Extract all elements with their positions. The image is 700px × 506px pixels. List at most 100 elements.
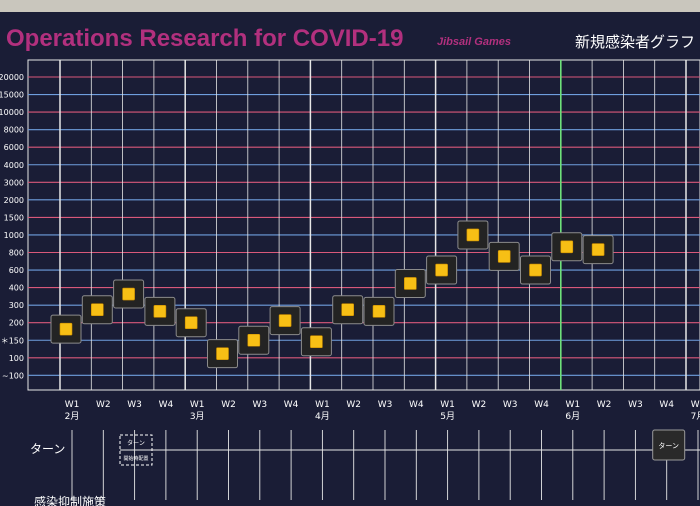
marker-cube[interactable]	[59, 322, 73, 336]
x-tick-week-label: W4	[659, 400, 674, 410]
y-tick-label: 6000	[4, 143, 24, 152]
y-tick-label: 600	[9, 266, 24, 275]
infection-marker[interactable]	[394, 268, 426, 298]
marker-cube[interactable]	[310, 335, 323, 349]
y-tick-label: 8000	[4, 126, 24, 135]
y-tick-label: 800	[9, 249, 24, 258]
y-tick-label: 1500	[4, 213, 24, 222]
marker-cube[interactable]	[529, 263, 542, 277]
infection-marker[interactable]	[426, 255, 458, 285]
x-tick-week-label: W4	[284, 400, 299, 410]
y-tick-label: ~100	[2, 371, 24, 380]
y-tick-label: 100	[9, 354, 24, 363]
y-tick-label: 3000	[4, 178, 24, 187]
x-tick-month-label: 4月	[315, 411, 330, 422]
x-tick-week-label: W1	[190, 400, 205, 410]
x-tick-week-label: W3	[628, 400, 643, 410]
marker-cube[interactable]	[403, 277, 417, 290]
turn-token-tile[interactable]	[652, 429, 686, 461]
infection-marker[interactable]	[488, 241, 520, 271]
x-tick-week-label: W3	[252, 400, 267, 410]
x-tick-week-label: W2	[597, 400, 612, 410]
infection-marker[interactable]	[113, 279, 145, 309]
x-tick-week-label: W1	[565, 400, 580, 410]
turn-start-slot-outline	[119, 434, 153, 466]
x-tick-week-label: W1	[315, 400, 330, 410]
infection-marker[interactable]	[363, 296, 395, 326]
x-tick-week-label: W3	[503, 400, 518, 410]
marker-cube[interactable]	[278, 314, 292, 327]
infection-marker[interactable]	[207, 339, 238, 369]
marker-cube[interactable]	[372, 305, 386, 318]
y-tick-label: 10000	[0, 108, 24, 117]
x-tick-week-label: W1	[65, 400, 80, 410]
y-tick-label: 15000	[0, 91, 24, 100]
marker-cube[interactable]	[122, 287, 135, 301]
x-tick-month-label: 5月	[440, 411, 455, 422]
turn-start-slot: ターン 開始時配置	[119, 434, 153, 466]
marker-cube[interactable]	[435, 263, 448, 277]
marker-cube[interactable]	[216, 347, 229, 360]
marker-cube[interactable]	[184, 316, 198, 330]
turn-start-slot-caption: 開始時配置	[123, 455, 148, 462]
x-tick-week-label: W3	[127, 400, 142, 410]
infection-marker[interactable]	[175, 308, 207, 338]
y-tick-label: ＊150	[1, 336, 24, 345]
y-tick-label: 400	[9, 284, 24, 293]
marker-cube[interactable]	[466, 228, 480, 242]
x-tick-week-label: W4	[159, 400, 174, 410]
x-tick-week-label: W2	[472, 400, 487, 410]
x-tick-month-label: 2月	[65, 411, 80, 422]
y-tick-label: 300	[9, 301, 24, 310]
x-tick-week-label: W4	[534, 400, 549, 410]
marker-cube[interactable]	[591, 243, 605, 256]
marker-cube[interactable]	[91, 303, 104, 317]
infection-marker[interactable]	[520, 255, 551, 285]
marker-cube[interactable]	[497, 250, 511, 263]
turn-token-label: ターン	[658, 441, 679, 450]
y-tick-label: 20000	[0, 73, 24, 82]
x-tick-month-label: 3月	[190, 411, 205, 422]
x-tick-week-label: W4	[409, 400, 424, 410]
graph-title: 新規感染者グラフ	[575, 33, 695, 51]
x-tick-week-label: W1	[440, 400, 455, 410]
y-tick-label: 4000	[4, 161, 24, 170]
infection-markers	[50, 220, 614, 369]
infection-marker[interactable]	[457, 220, 489, 250]
turn-start-slot-title: ターン	[127, 439, 145, 447]
infection-marker[interactable]	[269, 306, 301, 336]
game-title: Operations Research for COVID-19	[6, 25, 403, 52]
infection-marker[interactable]	[238, 325, 270, 355]
marker-cube[interactable]	[560, 240, 574, 254]
infection-marker[interactable]	[551, 232, 583, 262]
x-tick-month-label: 7月	[691, 411, 700, 422]
infection-marker[interactable]	[332, 295, 364, 325]
infection-marker[interactable]	[582, 235, 614, 265]
marker-cube[interactable]	[153, 305, 167, 318]
publisher-logo: Jibsail Games	[437, 36, 511, 48]
infection-marker[interactable]	[50, 314, 82, 344]
marker-cube[interactable]	[247, 333, 261, 347]
turn-track: ターン ターン 開始時配置 ターン	[30, 429, 700, 500]
infection-marker[interactable]	[144, 296, 176, 326]
y-tick-label: 1000	[4, 231, 24, 240]
x-tick-month-label: 6月	[565, 411, 580, 422]
marker-cube[interactable]	[341, 303, 355, 317]
y-axis-tick-labels: 20000 15000 10000 8000 6000 4000 3000 2000 1500 1…	[0, 73, 24, 380]
x-tick-week-label: W2	[221, 400, 236, 410]
turn-track-label: ターン	[30, 442, 65, 456]
x-tick-week-label: W2	[96, 400, 111, 410]
y-tick-label: 2000	[4, 196, 24, 205]
x-tick-week-label: W1	[691, 400, 700, 410]
infection-marker[interactable]	[300, 327, 332, 357]
infection-marker[interactable]	[81, 295, 113, 325]
turn-track-lines	[71, 430, 700, 500]
measures-track-label: 感染抑制施策	[34, 494, 106, 506]
x-tick-week-label: W2	[346, 400, 361, 410]
chart-frame	[27, 59, 700, 391]
x-tick-week-label: W3	[378, 400, 393, 410]
y-tick-label: 200	[9, 319, 24, 328]
turn-token[interactable]: ターン	[652, 429, 686, 461]
